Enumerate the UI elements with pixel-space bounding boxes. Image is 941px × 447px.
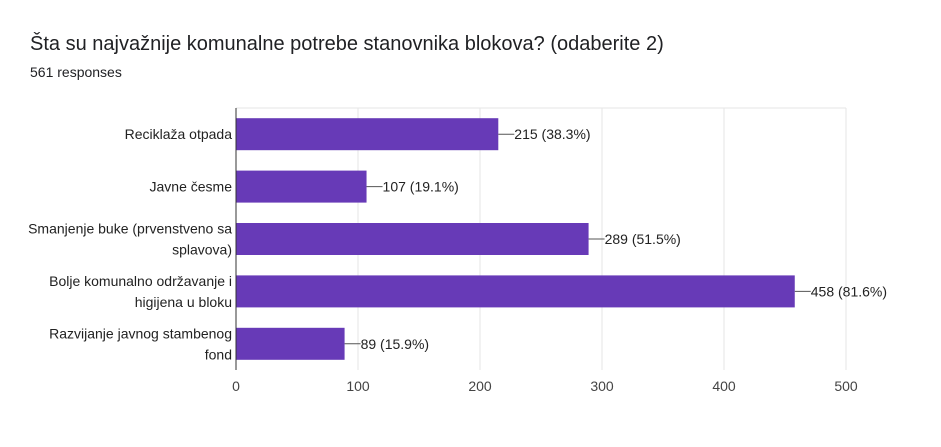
x-tick-label: 300 <box>590 378 614 394</box>
category-label: Razvijanje javnog stambenog <box>49 325 232 341</box>
category-label: Reciklaža otpada <box>125 126 233 142</box>
data-label: 89 (15.9%) <box>361 336 429 352</box>
bar <box>236 223 589 255</box>
category-label: Bolje komunalno održavanje i <box>49 273 232 289</box>
category-label: fond <box>205 346 232 362</box>
data-label: 215 (38.3%) <box>514 126 590 142</box>
bar <box>236 170 367 203</box>
chart-title: Šta su najvažnije komunalne potrebe stan… <box>30 33 664 55</box>
x-tick-label: 200 <box>468 378 492 394</box>
data-label: 289 (51.5%) <box>605 231 681 247</box>
category-label: Smanjenje buke (prvenstveno sa <box>28 221 232 237</box>
category-label: higijena u bloku <box>135 294 232 310</box>
bar <box>236 275 795 308</box>
bar <box>236 327 345 360</box>
category-label: splavova) <box>172 242 232 258</box>
data-label: 458 (81.6%) <box>811 283 887 299</box>
x-tick-label: 400 <box>712 378 736 394</box>
x-tick-label: 500 <box>834 378 858 394</box>
response-count: 561 responses <box>30 64 122 80</box>
x-tick-label: 0 <box>232 378 240 394</box>
data-label: 107 (19.1%) <box>383 179 459 195</box>
x-tick-label: 100 <box>346 378 370 394</box>
bar <box>236 118 499 151</box>
category-label: Javne česme <box>150 179 233 195</box>
